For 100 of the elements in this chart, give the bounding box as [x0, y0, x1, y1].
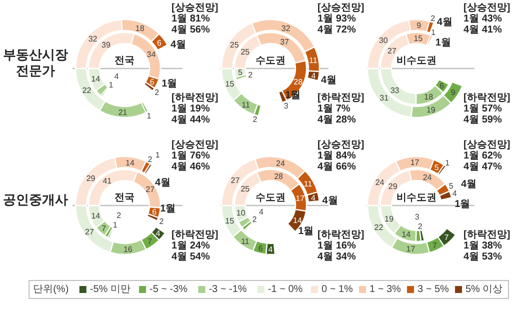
text: [하락전망] 1월 19% 4월 44% — [172, 92, 218, 126]
data-label: 11 — [242, 100, 250, 110]
data-label: 39 — [102, 40, 111, 50]
slice-label: 4월 — [170, 39, 186, 50]
text: 수도권 — [256, 56, 286, 66]
data-label: 19 — [384, 214, 394, 224]
data-label: 19 — [426, 106, 436, 115]
text: [상승전망] 1월 93% 4월 72% — [318, 2, 364, 36]
data-label: 4 — [311, 194, 316, 203]
text: [하락전망] 1월 57% 4월 59% — [464, 92, 510, 126]
data-label: 4 — [268, 245, 274, 254]
data-label: 6 — [440, 82, 444, 91]
data-label: 4 — [452, 189, 458, 198]
data-label: 2 — [418, 222, 423, 232]
data-label: 34 — [146, 50, 156, 59]
slice-label: 4월 — [436, 17, 452, 28]
data-label: 27 — [388, 46, 397, 56]
data-label: 3 — [284, 101, 289, 110]
data-label: 14 — [293, 216, 302, 225]
data-label: 1 — [445, 158, 450, 168]
data-label: 6 — [157, 38, 162, 48]
data-label: 6 — [150, 77, 155, 86]
data-label: 1 — [155, 150, 160, 160]
data-label: 16 — [123, 244, 133, 254]
data-label: 18 — [135, 24, 145, 33]
data-label: 32 — [281, 24, 291, 33]
data-label: 6 — [152, 208, 158, 217]
text: [하락전망] 1월 24% 4월 54% — [172, 230, 218, 262]
text: [상승전망] 1월 62% 4월 47% — [464, 140, 510, 172]
data-label: 11 — [304, 179, 313, 188]
slice-label: 4월 — [320, 75, 337, 86]
data-label: 41 — [102, 176, 112, 186]
text: [하락전망] 1월 16% 4월 34% — [318, 230, 364, 262]
data-label: 22 — [82, 86, 92, 96]
data-label: 1 — [146, 112, 152, 121]
data-label: 2 — [154, 88, 160, 98]
legend-title: 단위(%) — [33, 284, 69, 295]
text: [상승전망] 1월 81% 4월 56% — [172, 2, 218, 36]
data-label: 24 — [276, 159, 286, 168]
slice-label: 4월 — [322, 195, 338, 206]
data-label: 28 — [294, 77, 304, 86]
data-label: 33 — [390, 86, 400, 95]
data-label: 37 — [280, 37, 290, 46]
text: [하락전망] 1월 38% 4월 53% — [464, 230, 510, 262]
data-label: 5 — [434, 162, 440, 172]
data-label: 14 — [91, 211, 101, 220]
data-label: 7 — [444, 232, 450, 242]
data-label: 32 — [88, 34, 98, 44]
data-label: 2 — [248, 70, 254, 80]
data-label: 14 — [126, 158, 135, 168]
data-label: 14 — [91, 74, 101, 84]
data-label: 1 — [108, 80, 114, 90]
data-label: 17 — [410, 158, 420, 168]
text: [하락전망] 1월 7% 4월 28% — [318, 92, 364, 126]
data-label: 17 — [406, 244, 416, 254]
data-label: 4 — [258, 207, 264, 216]
data-label: 2 — [148, 155, 153, 164]
slice-label: 1월 — [435, 38, 451, 49]
data-label: 21 — [118, 108, 128, 117]
legend-label: 5% 이상 — [466, 284, 503, 295]
data-label: 15 — [225, 216, 235, 226]
data-label: 9 — [450, 88, 456, 98]
data-label: 7 — [148, 236, 153, 246]
slice-label: 1월 — [160, 203, 176, 214]
data-label: 27 — [146, 184, 156, 194]
data-label: 5 — [238, 68, 243, 78]
legend-label: 0 ~ 1% — [322, 284, 354, 295]
text: 공인중개사 — [3, 192, 68, 207]
data-label: 6 — [258, 244, 264, 253]
data-label: 25 — [240, 48, 250, 57]
legend-label: 3 ~ 5% — [418, 284, 450, 295]
data-label: 15 — [225, 80, 235, 89]
data-label: 28 — [274, 172, 284, 182]
data-label: 9 — [416, 21, 422, 30]
legend-label: -5% 미만 — [90, 284, 130, 295]
data-label: 5 — [448, 181, 454, 190]
legend-label: 1 ~ 3% — [370, 284, 402, 295]
data-label: 2 — [430, 14, 436, 24]
data-label: 29 — [388, 182, 398, 192]
data-label: 25 — [230, 40, 240, 50]
legend-label: -3 ~ -1% — [208, 284, 247, 295]
data-label: 18 — [424, 92, 434, 102]
data-label: 1 — [112, 220, 118, 230]
data-label: 1 — [431, 28, 436, 38]
data-label: 4 — [114, 72, 120, 82]
legend-label: -5 ~ -3% — [150, 284, 188, 295]
legend-label: -1 ~ 0% — [268, 284, 303, 295]
slice-label: 1월 — [162, 78, 178, 90]
slice-label: 4월 — [155, 177, 171, 188]
data-label: 27 — [230, 176, 240, 186]
data-label: 31 — [380, 94, 390, 103]
text: 부동산시장 전문가 — [3, 47, 68, 78]
data-label: 14 — [402, 230, 412, 240]
text: [상승전망] 1월 76% 4월 46% — [172, 140, 218, 172]
data-label: 22 — [374, 223, 384, 232]
text: 전국 — [114, 192, 134, 204]
text: 전국 — [114, 56, 134, 66]
data-label: 10 — [236, 208, 246, 218]
data-label: 15 — [414, 34, 424, 44]
slice-label: 1월 — [454, 199, 470, 210]
